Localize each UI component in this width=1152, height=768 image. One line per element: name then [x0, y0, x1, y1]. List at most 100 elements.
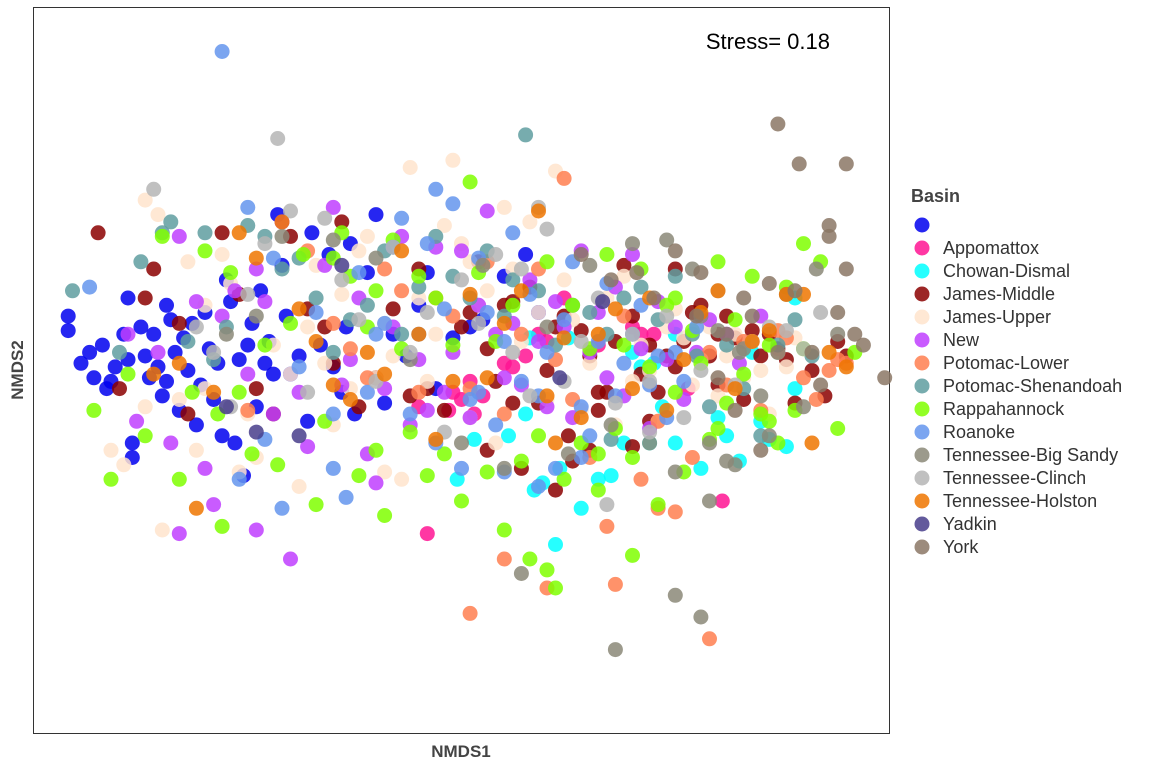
data-point: [154, 522, 170, 538]
data-point: [599, 247, 615, 262]
data-point: [479, 203, 495, 219]
data-point: [804, 435, 820, 451]
data-point: [560, 428, 576, 444]
data-point: [693, 363, 709, 378]
data-point: [428, 431, 444, 447]
data-point: [291, 348, 307, 364]
data-point: [513, 261, 529, 277]
data-point: [300, 384, 316, 400]
data-point: [513, 566, 529, 581]
data-point: [761, 428, 777, 444]
data-point: [103, 442, 119, 458]
legend-label-york: York: [943, 537, 979, 557]
data-point: [625, 450, 640, 465]
data-point: [454, 243, 469, 259]
legend-key-potomac-shenandoah: [914, 378, 930, 394]
data-point: [159, 297, 174, 313]
data-point: [642, 359, 658, 375]
data-point: [539, 399, 555, 415]
data-point: [479, 370, 495, 386]
data-point: [753, 442, 769, 458]
data-point: [625, 236, 640, 252]
data-point: [60, 308, 76, 324]
data-point: [197, 460, 213, 476]
data-point: [539, 319, 555, 335]
data-point: [539, 221, 555, 237]
data-point: [496, 460, 512, 476]
data-point: [351, 312, 367, 328]
data-point: [513, 453, 529, 469]
series-tennessee-big-sandy: [218, 228, 846, 658]
data-point: [180, 334, 196, 349]
data-point: [116, 457, 132, 473]
data-point: [778, 323, 794, 339]
data-point: [445, 196, 461, 212]
data-point: [445, 373, 461, 389]
legend-title: Basin: [911, 186, 960, 206]
data-point: [573, 450, 589, 465]
data-point: [556, 312, 572, 328]
data-point: [582, 305, 598, 320]
data-point: [248, 261, 264, 277]
data-point: [419, 373, 435, 389]
data-point: [240, 366, 256, 382]
data-point: [642, 435, 658, 451]
data-point: [471, 384, 487, 400]
data-point: [573, 399, 589, 415]
data-point: [505, 297, 521, 313]
data-point: [633, 279, 649, 295]
data-point: [248, 522, 264, 538]
data-point: [719, 348, 735, 364]
legend-label-potomac-shenandoah: Potomac-Shenandoah: [943, 376, 1122, 396]
data-point: [214, 225, 230, 241]
data-point: [317, 355, 333, 371]
legend-key-tennessee-holston: [914, 493, 930, 509]
data-point: [496, 315, 512, 331]
data-point: [419, 526, 435, 542]
data-point: [531, 334, 546, 349]
legend-key-unnamed: [914, 217, 930, 233]
data-point: [616, 257, 632, 273]
data-point: [727, 402, 743, 418]
legend-items: Appomattox Chowan-Dismal James-Middle James…: [914, 217, 1122, 557]
data-point: [616, 337, 632, 353]
data-point: [240, 199, 256, 215]
data-point: [582, 355, 598, 371]
x-axis-title: NMDS1: [431, 742, 491, 761]
data-point: [642, 373, 658, 389]
data-point: [625, 326, 640, 342]
data-point: [270, 457, 286, 473]
data-point: [479, 464, 495, 480]
data-point: [548, 460, 563, 476]
data-point: [317, 210, 333, 226]
data-point: [513, 283, 529, 299]
data-point: [719, 326, 735, 342]
data-point: [599, 518, 615, 534]
data-point: [90, 225, 106, 241]
data-point: [560, 446, 576, 462]
legend-key-new: [914, 332, 930, 348]
data-point: [419, 236, 435, 252]
data-point: [436, 218, 452, 233]
data-point: [753, 363, 769, 378]
data-point: [667, 464, 683, 480]
data-point: [218, 399, 234, 415]
data-point: [436, 301, 452, 317]
data-point: [257, 294, 273, 310]
data-point: [436, 402, 452, 418]
data-point: [244, 446, 260, 462]
data-point: [573, 323, 589, 339]
data-point: [693, 265, 709, 281]
data-point: [60, 323, 76, 339]
legend-key-potomac-lower: [914, 355, 930, 371]
data-point: [667, 504, 683, 520]
data-point: [248, 381, 264, 397]
data-point: [821, 228, 837, 244]
data-point: [753, 388, 769, 404]
data-point: [300, 319, 316, 335]
data-point: [137, 428, 153, 444]
data-point: [257, 337, 273, 353]
data-point: [642, 424, 658, 440]
data-point: [821, 218, 837, 233]
